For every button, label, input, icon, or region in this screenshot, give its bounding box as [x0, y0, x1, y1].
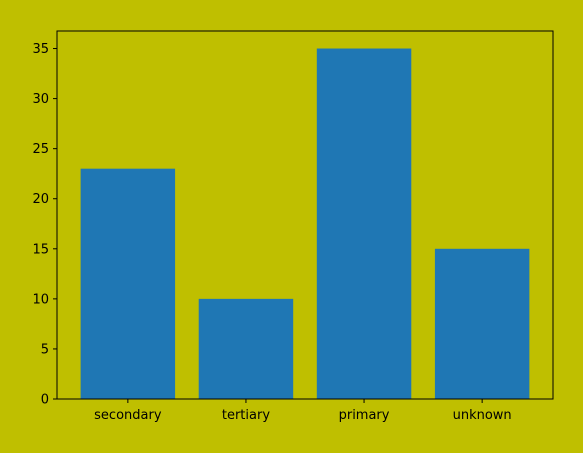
y-tick-label: 25 [32, 142, 49, 157]
y-tick-label: 10 [32, 292, 49, 307]
x-tick-label: primary [339, 408, 390, 423]
bar-primary [316, 48, 412, 400]
bars-group [80, 48, 530, 400]
bar-tertiary [198, 298, 294, 399]
x-axis-ticks: secondary tertiary primary unknown [94, 399, 512, 423]
y-axis-ticks: 0 5 10 15 20 25 30 35 [32, 42, 57, 408]
y-tick-label: 15 [32, 242, 49, 257]
y-tick-label: 0 [41, 393, 49, 408]
y-tick-label: 5 [41, 342, 49, 357]
x-tick-label: unknown [453, 408, 512, 423]
x-tick-label: secondary [94, 408, 162, 423]
y-tick-label: 30 [32, 92, 49, 107]
bar-secondary [80, 168, 176, 399]
x-tick-label: tertiary [222, 408, 270, 423]
y-tick-label: 20 [32, 192, 49, 207]
bar-unknown [434, 248, 530, 399]
y-tick-label: 35 [32, 42, 49, 57]
plot-frame [56, 30, 554, 400]
